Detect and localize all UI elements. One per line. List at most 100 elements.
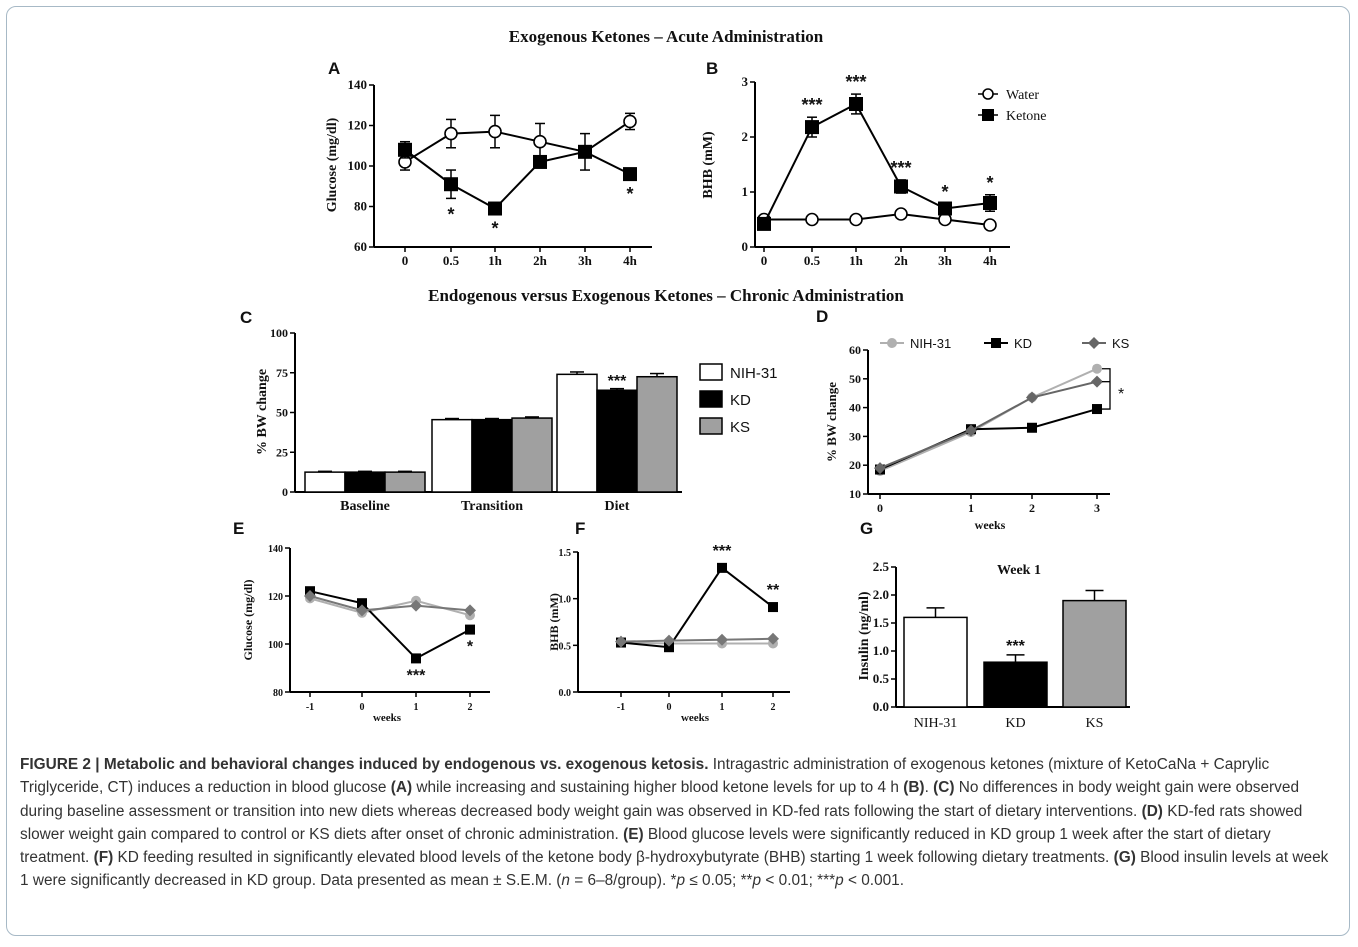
category-label-C: Transition [461,499,523,514]
series-line-E-ks [309,595,471,612]
caption-segment: = 6–8/group). * [569,872,677,890]
y-tick-label-D: 60 [849,343,861,357]
data-point-F-ks [767,632,779,645]
x-axis-label-E: weeks [373,712,402,724]
y-tick-label-F: 1.5 [559,548,572,559]
data-point-F-kd [664,642,674,653]
data-point-B-ketone [894,179,908,194]
legend-label-D: KS [1112,336,1130,351]
data-point-E-ks [304,590,316,602]
data-point-F-kd [768,602,778,613]
bar-G-ks [1062,599,1127,708]
caption-segment: p [752,872,762,890]
significance-marker-D: * [1118,386,1124,403]
data-point-E-kd [411,653,421,664]
chart-title-G: Week 1 [997,563,1041,578]
legend-label-C: NIH-31 [730,365,778,382]
legend-marker-D-ks [1088,337,1100,349]
legend-marker-B-water [982,88,994,100]
caption-segment: (B) [903,779,925,797]
significance-marker-A: * [491,219,498,239]
data-point-F-kd [717,562,727,573]
bar-C-ks [636,375,678,493]
significance-marker-F: *** [713,543,732,560]
caption-segment: KD feeding resulted in significantly ele… [113,849,1114,867]
y-tick-label-C: 25 [276,445,288,459]
y-tick-label-G: 2.0 [873,587,889,602]
caption-segment: p [676,872,686,890]
x-tick-label-D: 0 [877,501,883,515]
figure-frame [6,6,1350,936]
category-label-G: KD [1005,716,1025,731]
data-point-A-water [533,134,547,149]
caption-segment: p [835,872,844,890]
data-point-D-ks [874,462,886,475]
data-point-B-water [849,212,863,227]
y-tick-label-E: 100 [268,640,283,651]
significance-marker-F: ** [767,582,780,599]
caption-segment: Blood glucose levels were significantly … [20,825,1271,867]
data-point-D-nih-31 [1092,363,1102,374]
legend-label-D: NIH-31 [910,336,951,351]
bar-C-nih-31 [304,471,346,493]
legend-marker-B-ketone [982,109,994,121]
caption-segment: No differences in body weight gain were … [20,779,1300,820]
y-axis-label-F: BHB (mM) [547,593,561,651]
data-point-B-water [983,218,997,232]
data-point-A-ketone [444,177,458,192]
data-point-E-ks [464,604,476,617]
x-tick-label-E: 0 [360,702,365,713]
data-point-D-ks [965,424,977,437]
x-axis-label-D: weeks [975,518,1006,532]
y-tick-label-F: 1.0 [559,595,572,606]
series-line-D-kd [879,408,1098,471]
caption-label: FIGURE 2 | [20,756,104,773]
significance-marker-B: * [986,173,993,193]
caption-segment: (A) [390,779,413,797]
series-line-B-ketone [763,102,991,225]
category-label-G: NIH-31 [914,716,958,731]
series-line-F-ks [620,637,774,643]
y-axis-label-D: % BW change [824,382,839,462]
legend-label-B: Ketone [1006,109,1046,124]
x-tick-label-B: 2h [894,253,909,268]
y-tick-label-D: 30 [849,429,861,443]
data-point-E-ks [356,604,368,617]
bar-C-ks [384,471,426,493]
x-tick-label-F: 1 [720,702,725,713]
acute-section-title: Exogenous Ketones – Acute Administration [509,27,824,46]
panel-label-D: D [816,307,828,326]
panel-label-A: A [328,59,340,78]
x-tick-label-F: 2 [771,702,776,713]
caption-segment: (C) [933,779,955,797]
y-tick-label-G: 1.0 [873,643,889,658]
category-label-C: Diet [605,499,630,514]
caption-segment: Blood insulin levels at week 1 were sign… [20,849,1329,890]
x-tick-label-E: -1 [306,702,314,713]
legend-marker-D-kd [991,338,1001,348]
data-point-B-water [805,212,819,227]
x-tick-label-D: 3 [1094,501,1100,515]
data-point-F-ks [663,634,675,647]
significance-marker-A: * [626,184,633,204]
y-tick-label-E: 120 [268,592,283,603]
y-tick-label-E: 80 [273,688,283,699]
y-tick-label-B: 3 [742,74,749,89]
data-point-A-water [623,114,637,129]
bar-C-kd [596,389,638,493]
data-point-D-ks [1091,375,1103,388]
significance-marker-C: *** [608,373,627,390]
y-tick-label-A: 60 [354,239,367,254]
data-point-B-ketone [938,201,952,216]
data-point-A-ketone [398,142,412,157]
data-point-A-ketone [533,154,547,169]
data-point-F-ks [716,633,728,646]
x-tick-label-F: -1 [617,702,625,713]
series-line-A-water [404,120,631,163]
y-tick-label-G: 1.5 [873,615,890,630]
legend-label-B: Water [1006,88,1039,103]
figure-panels: Exogenous Ketones – Acute Administration… [233,27,1130,731]
legend-swatch-C [699,390,723,408]
legend-swatch-C [699,417,723,435]
data-point-B-ketone [983,196,997,210]
